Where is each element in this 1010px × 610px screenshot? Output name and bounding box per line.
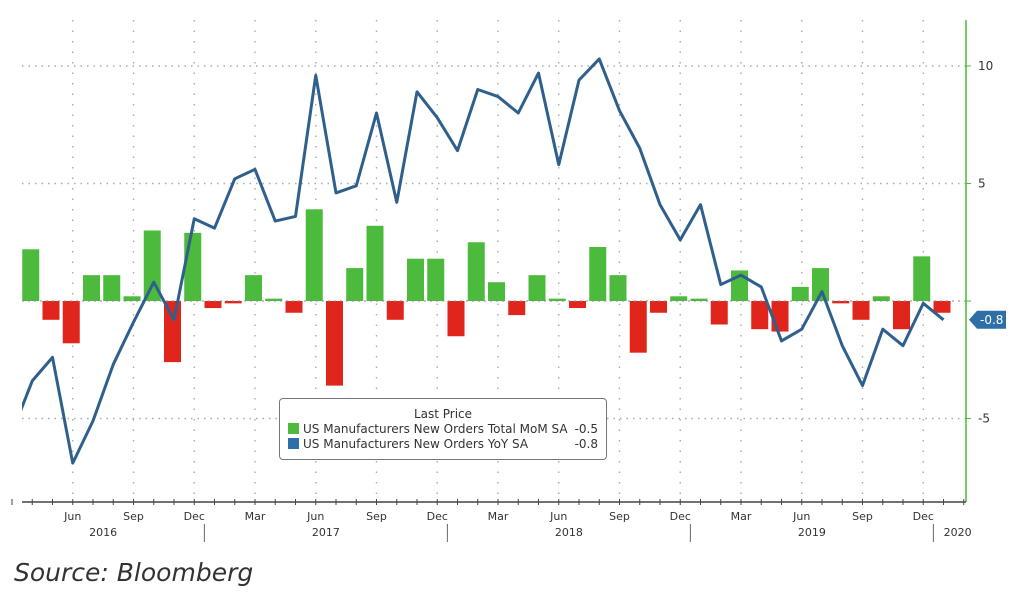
year-label: 2016: [89, 526, 117, 539]
bar-mom: [710, 301, 728, 325]
x-tick-label: Jun: [306, 510, 324, 523]
bar-mom: [285, 301, 303, 313]
x-tick-label: Dec: [913, 510, 934, 523]
x-tick-label: Mar: [731, 510, 752, 523]
bar-mom: [427, 258, 445, 301]
x-tick-label: Dec: [670, 510, 691, 523]
x-tick-label: Mar: [488, 510, 509, 523]
bar-mom: [366, 225, 384, 301]
legend-item-mom: US Manufacturers New Orders Total MoM SA…: [280, 421, 606, 436]
year-label: 2019: [798, 526, 826, 539]
bar-mom: [852, 301, 870, 320]
x-tick-label: Dec: [184, 510, 205, 523]
bar-mom: [184, 232, 202, 301]
x-tick-label: Dec: [427, 510, 448, 523]
bar-mom: [103, 275, 121, 301]
bar-mom: [913, 256, 931, 301]
legend-value: -0.8: [574, 436, 598, 451]
bar-mom: [508, 301, 526, 316]
bar-mom: [609, 275, 627, 301]
year-label: 2020: [944, 526, 972, 539]
bar-mom: [528, 275, 546, 301]
bar-mom: [407, 258, 424, 301]
bar-mom: [346, 268, 364, 301]
bar-mom: [22, 249, 40, 301]
x-tick-label: Jun: [63, 510, 81, 523]
bar-mom: [771, 301, 789, 332]
legend-swatch-green: [288, 423, 299, 434]
bar-mom: [83, 275, 100, 301]
bar-mom: [933, 301, 951, 313]
bar-mom: [629, 301, 647, 353]
bar-mom: [265, 298, 283, 301]
bar-mom: [123, 296, 141, 301]
bar-mom: [751, 301, 769, 330]
legend-label: US Manufacturers New Orders Total MoM SA: [303, 421, 568, 436]
year-label: 2018: [555, 526, 583, 539]
bar-mom: [386, 301, 404, 320]
last-value-tag: [969, 310, 1006, 329]
x-tick-label: Jun: [549, 510, 567, 523]
x-tick-label: Sep: [609, 510, 630, 523]
bar-mom: [548, 298, 566, 301]
x-tick-label: Sep: [123, 510, 144, 523]
bar-mom: [791, 286, 809, 301]
line-yoy: [22, 57, 945, 465]
bar-mom: [224, 301, 242, 304]
legend-title: Last Price: [413, 407, 473, 421]
bar-mom: [42, 301, 60, 320]
legend-item-yoy: US Manufacturers New Orders YoY SA -0.8: [280, 436, 606, 451]
bar-mom: [812, 268, 829, 301]
legend-swatch-blue: [288, 438, 299, 449]
source-caption: Source: Bloomberg: [14, 558, 254, 587]
bar-mom: [164, 301, 181, 363]
bar-mom: [488, 282, 505, 301]
bar-mom: [305, 209, 323, 301]
legend-label: US Manufacturers New Orders YoY SA: [303, 436, 529, 451]
bar-mom: [670, 296, 688, 301]
y-tick-label: 5: [978, 177, 986, 191]
bar-mom: [690, 298, 708, 301]
bar-mom: [832, 301, 850, 304]
bar-mom: [589, 246, 607, 301]
bar-mom: [62, 301, 80, 344]
bar-mom: [872, 296, 890, 301]
year-label: 2017: [312, 526, 340, 539]
y-tick-label: 10: [978, 59, 993, 73]
bar-mom: [569, 301, 586, 309]
bar-mom: [447, 301, 465, 337]
bar-mom: [204, 301, 222, 309]
legend-value: -0.5: [574, 421, 598, 436]
x-tick-label: Jun: [792, 510, 810, 523]
y-tick-label: -5: [978, 412, 990, 426]
legend: Last Price US Manufacturers New Orders T…: [279, 398, 607, 460]
x-tick-label: Sep: [852, 510, 873, 523]
x-tick-label: Sep: [366, 510, 387, 523]
bar-mom: [245, 275, 262, 301]
bar-mom: [326, 301, 343, 386]
bar-mom: [893, 301, 910, 330]
bar-mom: [650, 301, 667, 313]
bar-mom: [143, 230, 161, 301]
bar-mom: [467, 242, 485, 301]
x-tick-label: Mar: [245, 510, 266, 523]
last-value-label: -0.8: [980, 313, 1003, 327]
